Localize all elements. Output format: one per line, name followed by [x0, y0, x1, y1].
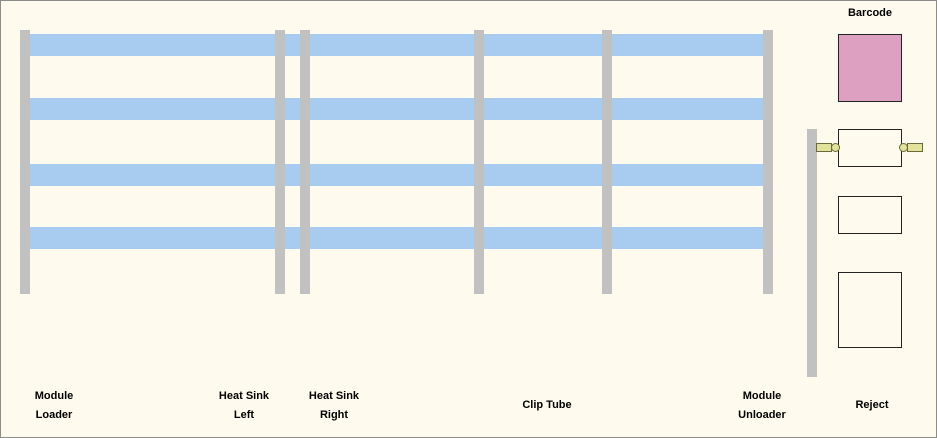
heat-sink-left-label: Heat Sink Left [218, 390, 270, 421]
heat-sink-left-post [275, 30, 285, 294]
module-unloader-post [763, 30, 773, 294]
left-clamp [816, 143, 832, 152]
module-loader-label: Module Loader [34, 390, 74, 421]
barcode-box[interactable] [838, 34, 902, 102]
conveyor-rail-1 [23, 34, 767, 56]
reject-label: Reject [855, 399, 889, 411]
clip-tube-label: Clip Tube [522, 399, 572, 411]
clip-tube-post-left [474, 30, 484, 294]
conveyor-rail-4 [23, 227, 767, 249]
left-clamp-knob [831, 143, 840, 152]
heat-sink-right-post [300, 30, 310, 294]
reject-bin-2[interactable] [838, 196, 902, 234]
reject-post [807, 129, 817, 377]
reject-bin-3[interactable] [838, 272, 902, 348]
heat-sink-right-label: Heat Sink Right [308, 390, 360, 421]
conveyor-rail-3 [23, 164, 767, 186]
clip-tube-post-right [602, 30, 612, 294]
barcode-label: Barcode [847, 7, 893, 19]
reject-bin-1[interactable] [838, 129, 902, 167]
conveyor-rail-2 [23, 98, 767, 120]
module-loader-post [20, 30, 30, 294]
module-unloader-label: Module Unloader [738, 390, 786, 421]
right-clamp [907, 143, 923, 152]
